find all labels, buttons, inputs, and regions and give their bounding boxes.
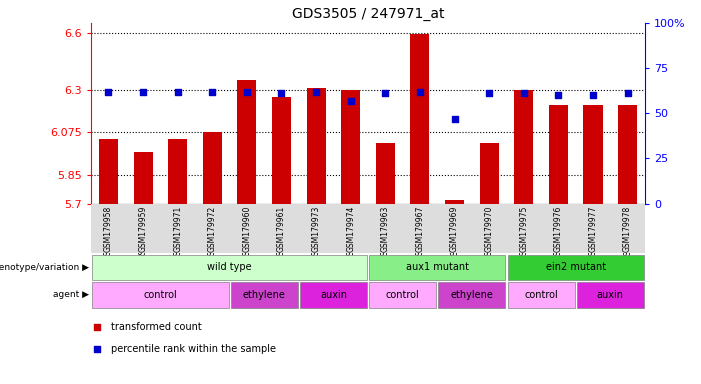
Text: transformed count: transformed count: [111, 321, 201, 331]
Text: GSM179958: GSM179958: [104, 206, 113, 252]
Bar: [410, 35, 430, 204]
Text: GSM179976: GSM179976: [554, 206, 563, 252]
Text: GSM179975: GSM179975: [519, 206, 529, 252]
Bar: [341, 89, 360, 204]
Bar: [549, 105, 568, 204]
Point: [587, 92, 599, 98]
Text: auxin: auxin: [320, 290, 347, 300]
Text: ethylene: ethylene: [243, 290, 285, 300]
Bar: [168, 139, 187, 204]
Text: GSM179961: GSM179961: [277, 206, 286, 252]
Bar: [376, 143, 395, 204]
Point: [207, 89, 218, 95]
Point: [380, 90, 391, 96]
Bar: [272, 97, 291, 204]
Bar: [577, 282, 644, 308]
Text: auxin: auxin: [597, 290, 624, 300]
Text: GSM179959: GSM179959: [139, 206, 147, 252]
Bar: [445, 200, 464, 204]
Text: genotype/variation ▶: genotype/variation ▶: [0, 263, 89, 272]
Bar: [618, 105, 637, 204]
Point: [241, 89, 252, 95]
Text: GSM179960: GSM179960: [243, 206, 252, 252]
Bar: [438, 282, 505, 308]
Bar: [133, 152, 153, 204]
Point: [414, 89, 426, 95]
Point: [518, 90, 529, 96]
Bar: [508, 282, 575, 308]
Bar: [203, 132, 222, 204]
Bar: [238, 80, 257, 204]
Bar: [92, 282, 229, 308]
Point: [622, 90, 633, 96]
Text: control: control: [144, 290, 177, 300]
Text: wild type: wild type: [207, 262, 252, 272]
Text: GSM179970: GSM179970: [484, 206, 494, 252]
Text: GSM179963: GSM179963: [381, 206, 390, 252]
Bar: [306, 88, 326, 204]
Point: [91, 346, 102, 352]
Point: [276, 90, 287, 96]
Point: [449, 116, 460, 122]
Text: control: control: [386, 290, 419, 300]
Text: GSM179974: GSM179974: [346, 206, 355, 252]
Bar: [369, 282, 436, 308]
Bar: [300, 282, 367, 308]
Point: [91, 323, 102, 329]
Text: ethylene: ethylene: [451, 290, 494, 300]
Text: ein2 mutant: ein2 mutant: [545, 262, 606, 272]
Point: [137, 89, 149, 95]
Text: GSM179978: GSM179978: [623, 206, 632, 252]
Point: [553, 92, 564, 98]
Text: GSM179971: GSM179971: [173, 206, 182, 252]
Bar: [479, 143, 498, 204]
Bar: [231, 282, 298, 308]
Point: [172, 89, 183, 95]
Text: control: control: [524, 290, 558, 300]
Bar: [99, 139, 118, 204]
Point: [311, 89, 322, 95]
Text: GSM179977: GSM179977: [589, 206, 597, 252]
Text: GSM179973: GSM179973: [312, 206, 320, 252]
Text: GSM179969: GSM179969: [450, 206, 459, 252]
Point: [484, 90, 495, 96]
Bar: [583, 105, 603, 204]
Text: agent ▶: agent ▶: [53, 290, 89, 300]
Text: GSM179972: GSM179972: [207, 206, 217, 252]
Text: GSM179967: GSM179967: [416, 206, 424, 252]
Text: percentile rank within the sample: percentile rank within the sample: [111, 344, 275, 354]
Bar: [369, 255, 505, 280]
Bar: [515, 89, 533, 204]
Text: aux1 mutant: aux1 mutant: [406, 262, 469, 272]
Point: [103, 89, 114, 95]
Title: GDS3505 / 247971_at: GDS3505 / 247971_at: [292, 7, 444, 21]
Bar: [92, 255, 367, 280]
Point: [345, 98, 356, 104]
Bar: [508, 255, 644, 280]
